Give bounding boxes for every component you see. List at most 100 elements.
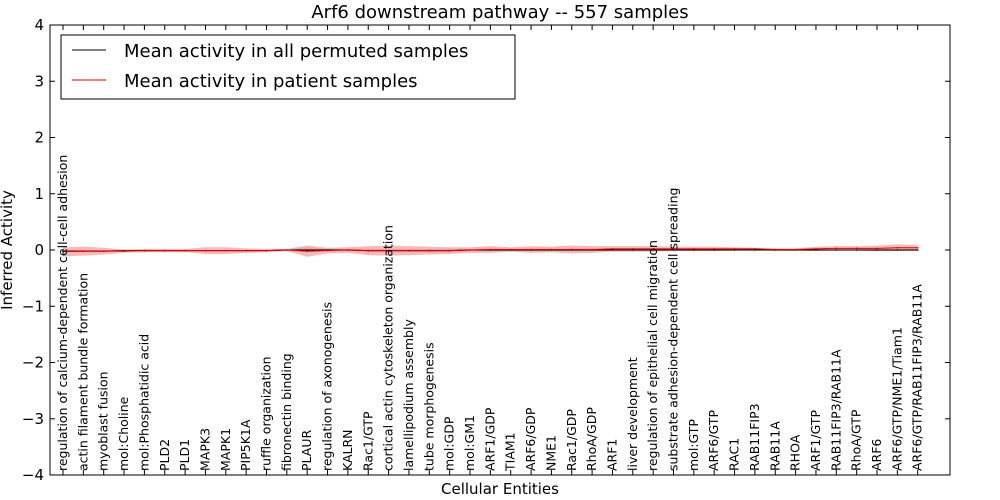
x-tick-label: TIAM1 bbox=[503, 432, 518, 472]
data-point bbox=[713, 249, 715, 251]
data-point bbox=[896, 249, 899, 251]
data-point bbox=[367, 249, 370, 252]
data-point bbox=[876, 247, 878, 250]
data-point bbox=[855, 247, 858, 250]
x-tick-label: regulation of epithelial cell migration bbox=[645, 240, 660, 471]
legend: Mean activity in all permuted samples Me… bbox=[60, 34, 516, 100]
data-point bbox=[306, 250, 309, 252]
x-tick-label: RAC1 bbox=[727, 438, 742, 471]
data-point bbox=[693, 248, 695, 250]
data-point bbox=[570, 248, 573, 251]
y-axis-label: Inferred Activity bbox=[0, 190, 16, 310]
data-point bbox=[835, 247, 838, 250]
data-point bbox=[387, 249, 390, 252]
data-point bbox=[754, 248, 756, 250]
data-point bbox=[632, 249, 634, 251]
x-tick-label: mol:Phosphatidic acid bbox=[136, 334, 151, 471]
x-tick-label: mol:GM1 bbox=[462, 415, 477, 471]
data-point bbox=[509, 248, 512, 251]
data-point bbox=[733, 249, 736, 251]
x-tick-label: liver development bbox=[625, 357, 640, 471]
x-tick-label: PLAUR bbox=[299, 430, 314, 471]
plot-area bbox=[62, 244, 919, 257]
x-tick-label: RAB11FIP3/RAB11A bbox=[828, 349, 843, 471]
data-point bbox=[835, 249, 838, 251]
x-tick-label: ARF1/GDP bbox=[482, 407, 497, 471]
data-point bbox=[713, 248, 715, 250]
x-tick-label: NME1 bbox=[543, 435, 558, 471]
data-point bbox=[123, 250, 125, 252]
legend-box bbox=[60, 34, 516, 100]
y-tick-label: 4 bbox=[34, 16, 44, 34]
data-point bbox=[693, 249, 695, 251]
data-point bbox=[815, 249, 817, 251]
x-axis-label: Cellular Entities bbox=[441, 480, 559, 498]
data-point bbox=[794, 248, 797, 251]
data-point bbox=[448, 249, 451, 252]
data-point bbox=[469, 249, 471, 251]
data-point bbox=[82, 250, 85, 252]
data-point bbox=[489, 248, 492, 251]
x-tick-label: ARF6/GTP/RAB11FIP3/RAB11A bbox=[910, 284, 925, 471]
x-tick-label: fibronectin binding bbox=[279, 353, 294, 471]
data-point bbox=[876, 249, 878, 251]
y-tick-label: 3 bbox=[34, 72, 44, 90]
x-tick-label: MAPK1 bbox=[218, 428, 233, 471]
x-tick-label: regulation of axonogenesis bbox=[320, 302, 335, 471]
x-tick-label: substrate adhesion-dependent cell spread… bbox=[666, 188, 681, 471]
x-tick-label: ARF6/GTP bbox=[706, 410, 721, 471]
data-point bbox=[326, 249, 329, 252]
x-tick-label: lamellipodium assembly bbox=[401, 319, 416, 471]
x-tick-label: RAB11FIP3 bbox=[747, 403, 762, 471]
data-point bbox=[62, 250, 64, 253]
data-point bbox=[652, 248, 654, 250]
x-tick-label: regulation of calcium-dependent cell-cel… bbox=[55, 155, 70, 471]
y-tick-label: −1 bbox=[22, 297, 44, 315]
x-tick-label: PIP5K1A bbox=[238, 419, 253, 471]
x-tick-label: ARF6/GTP/NME1/Tiam1 bbox=[889, 327, 904, 471]
data-point bbox=[632, 248, 634, 250]
data-point bbox=[225, 249, 227, 252]
x-tick-label: cortical actin cytoskeleton organization bbox=[381, 225, 396, 471]
data-point bbox=[672, 248, 675, 250]
data-point bbox=[896, 246, 899, 249]
x-tick-label: PLD1 bbox=[177, 439, 192, 471]
x-tick-label: actin filament bundle formation bbox=[75, 273, 90, 471]
data-point bbox=[916, 246, 919, 249]
y-tick-label: 2 bbox=[34, 129, 44, 147]
data-point bbox=[184, 249, 186, 252]
data-point bbox=[204, 249, 207, 252]
x-tick-label: MAPK3 bbox=[197, 428, 212, 471]
legend-label-permuted: Mean activity in all permuted samples bbox=[124, 41, 468, 62]
x-tick-label: ARF6/GDP bbox=[523, 407, 538, 471]
data-point bbox=[245, 249, 247, 252]
data-point bbox=[428, 249, 431, 252]
data-point bbox=[855, 249, 858, 251]
x-tick-label: mol:GTP bbox=[686, 419, 701, 471]
data-point bbox=[591, 248, 593, 251]
y-tick-label: 0 bbox=[34, 241, 44, 259]
data-point bbox=[306, 249, 309, 251]
y-tick-label: −3 bbox=[22, 410, 44, 428]
x-tick-label: tube morphogenesis bbox=[421, 342, 436, 471]
data-point bbox=[408, 249, 410, 252]
x-tick-label: Rac1/GDP bbox=[564, 409, 579, 471]
x-tick-label: RhoA/GDP bbox=[584, 407, 599, 471]
x-tick-label: RHOA bbox=[788, 434, 803, 471]
data-point bbox=[611, 248, 614, 250]
x-tick-label: mol:Choline bbox=[116, 396, 131, 471]
y-tick-label: −4 bbox=[22, 466, 44, 484]
y-tick-label: 1 bbox=[34, 185, 44, 203]
data-point bbox=[652, 249, 654, 251]
chart-title: Arf6 downstream pathway -- 557 samples bbox=[311, 2, 688, 23]
data-point bbox=[550, 248, 553, 251]
x-axis: regulation of calcium-dependent cell-cel… bbox=[55, 25, 925, 475]
data-point bbox=[265, 249, 268, 252]
x-tick-label: RAB11A bbox=[767, 421, 782, 471]
data-point bbox=[163, 249, 166, 252]
data-point bbox=[733, 248, 736, 250]
x-tick-label: mol:GDP bbox=[442, 416, 457, 471]
data-point bbox=[143, 249, 146, 252]
x-tick-label: ruffle organization bbox=[259, 356, 274, 471]
